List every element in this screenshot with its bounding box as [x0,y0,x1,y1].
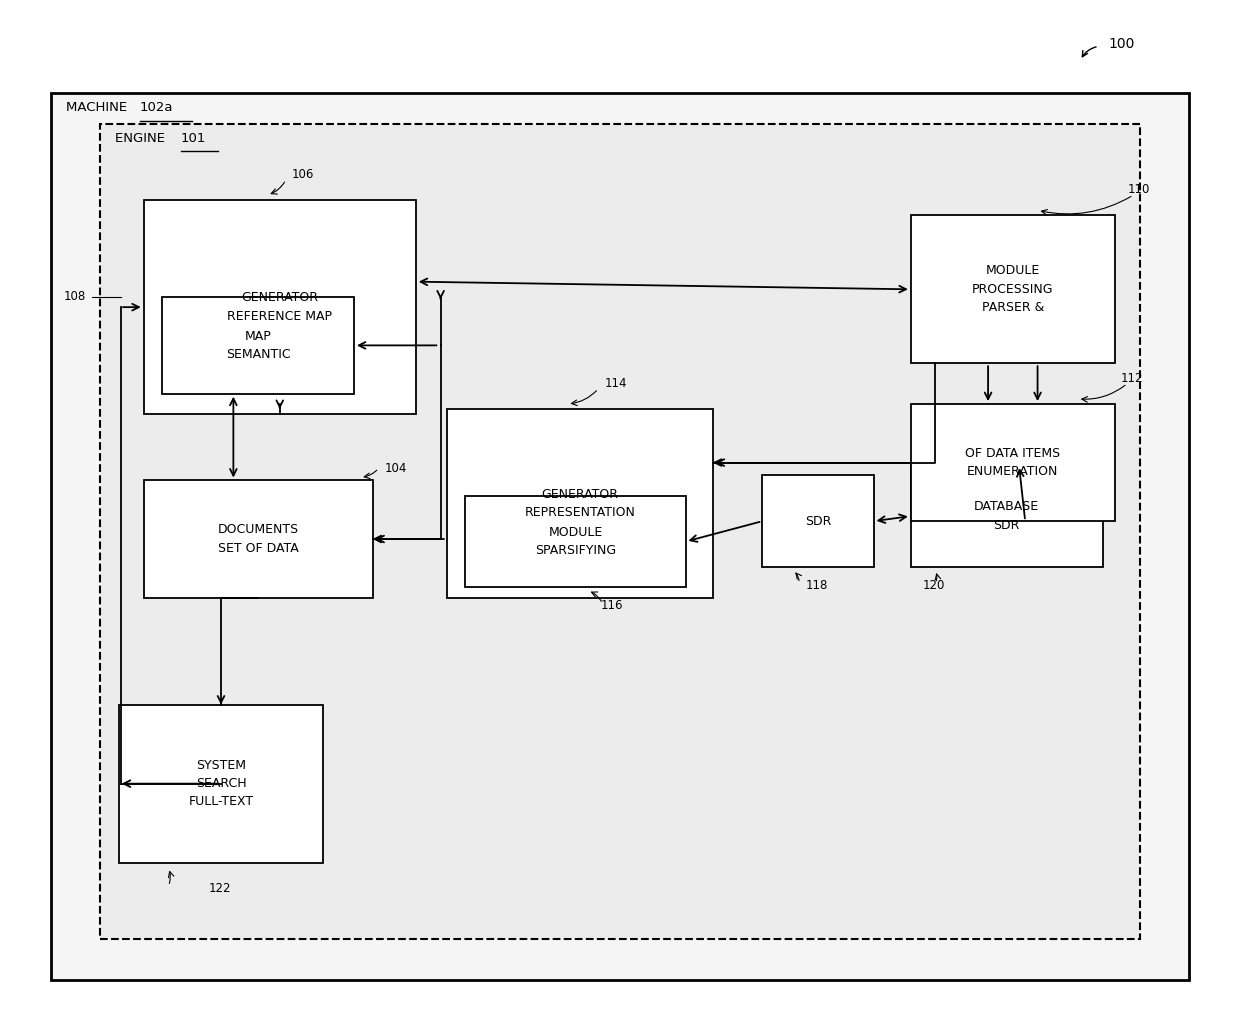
Text: MODULE: MODULE [548,526,603,539]
Text: DOCUMENTS: DOCUMENTS [217,523,299,537]
Text: FULL-TEXT: FULL-TEXT [188,795,253,808]
Text: 122: 122 [208,882,231,894]
Text: SYSTEM: SYSTEM [196,758,246,772]
Text: ENUMERATION: ENUMERATION [967,465,1059,478]
Text: 120: 120 [923,578,945,592]
Text: GENERATOR: GENERATOR [242,291,319,305]
FancyBboxPatch shape [465,496,686,588]
Text: 116: 116 [600,599,622,612]
Text: PROCESSING: PROCESSING [972,283,1054,295]
Text: SPARSIFYING: SPARSIFYING [534,545,616,557]
Text: 100: 100 [1109,37,1135,51]
FancyBboxPatch shape [763,475,874,567]
Text: 102a: 102a [140,101,174,114]
FancyBboxPatch shape [51,93,1189,980]
Text: SET OF DATA: SET OF DATA [218,542,299,555]
Text: REFERENCE MAP: REFERENCE MAP [227,310,332,323]
Text: MODULE: MODULE [986,265,1040,278]
Text: 118: 118 [806,578,828,592]
Text: GENERATOR: GENERATOR [542,487,619,501]
FancyBboxPatch shape [144,200,415,414]
FancyBboxPatch shape [162,297,353,393]
Text: 114: 114 [605,377,627,390]
Text: 106: 106 [293,169,315,181]
Text: MAP: MAP [244,330,272,342]
Text: ENGINE: ENGINE [115,132,170,145]
Text: SEARCH: SEARCH [196,777,247,790]
Text: SDR: SDR [993,519,1019,531]
FancyBboxPatch shape [910,216,1115,363]
Text: DATABASE: DATABASE [975,501,1039,513]
Text: 108: 108 [63,290,86,304]
Text: OF DATA ITEMS: OF DATA ITEMS [965,447,1060,460]
FancyBboxPatch shape [119,704,324,863]
Text: 104: 104 [384,462,407,474]
Text: 101: 101 [181,132,206,145]
FancyBboxPatch shape [910,465,1102,567]
Text: SEMANTIC: SEMANTIC [226,349,290,361]
Text: SDR: SDR [805,515,831,527]
Text: MACHINE: MACHINE [66,101,131,114]
FancyBboxPatch shape [144,480,372,598]
Text: 112: 112 [1121,372,1143,385]
Text: REPRESENTATION: REPRESENTATION [525,506,635,519]
Text: PARSER &: PARSER & [982,301,1044,314]
FancyBboxPatch shape [910,404,1115,521]
FancyBboxPatch shape [446,409,713,598]
FancyBboxPatch shape [100,124,1140,939]
Text: 110: 110 [1127,183,1149,196]
